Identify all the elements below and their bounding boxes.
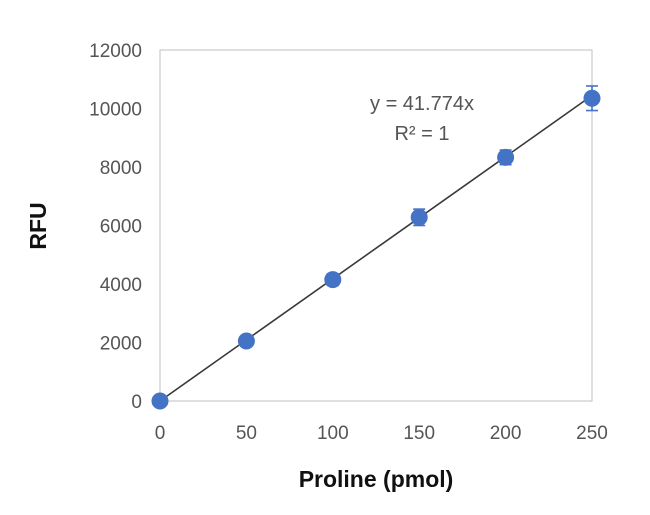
y-tick-label: 8000	[100, 158, 142, 179]
y-tick-label: 4000	[100, 275, 142, 296]
x-tick-label: 200	[490, 423, 522, 444]
data-point	[324, 271, 342, 289]
x-tick-label: 100	[317, 423, 349, 444]
y-tick-label: 6000	[100, 217, 142, 238]
x-axis-title: Proline (pmol)	[299, 466, 454, 492]
trendline	[159, 94, 593, 402]
x-tick-label: 150	[403, 423, 435, 444]
y-axis-title: RFU	[25, 202, 51, 249]
data-point	[151, 392, 169, 410]
data-point	[237, 332, 255, 350]
x-tick-label: 0	[155, 423, 166, 444]
trendline-equation: y = 41.774x	[370, 93, 474, 115]
trendline-r-squared: R² = 1	[394, 123, 449, 145]
y-tick-label: 12000	[89, 41, 142, 62]
data-point	[497, 148, 515, 166]
trendline-group	[159, 94, 593, 402]
data-points-group	[151, 89, 601, 410]
x-tick-label: 250	[576, 423, 608, 444]
x-tick-label: 50	[236, 423, 257, 444]
y-axis-ticks: 0 2000 4000 6000 8000 10000 12000	[89, 41, 142, 413]
y-tick-label: 10000	[89, 100, 142, 121]
data-point	[583, 89, 601, 107]
plot-area	[159, 49, 593, 402]
y-tick-label: 2000	[100, 334, 142, 355]
x-axis-ticks: 0 50 100 150 200 250	[155, 423, 608, 444]
y-tick-label: 0	[131, 392, 142, 413]
data-point	[410, 208, 428, 226]
